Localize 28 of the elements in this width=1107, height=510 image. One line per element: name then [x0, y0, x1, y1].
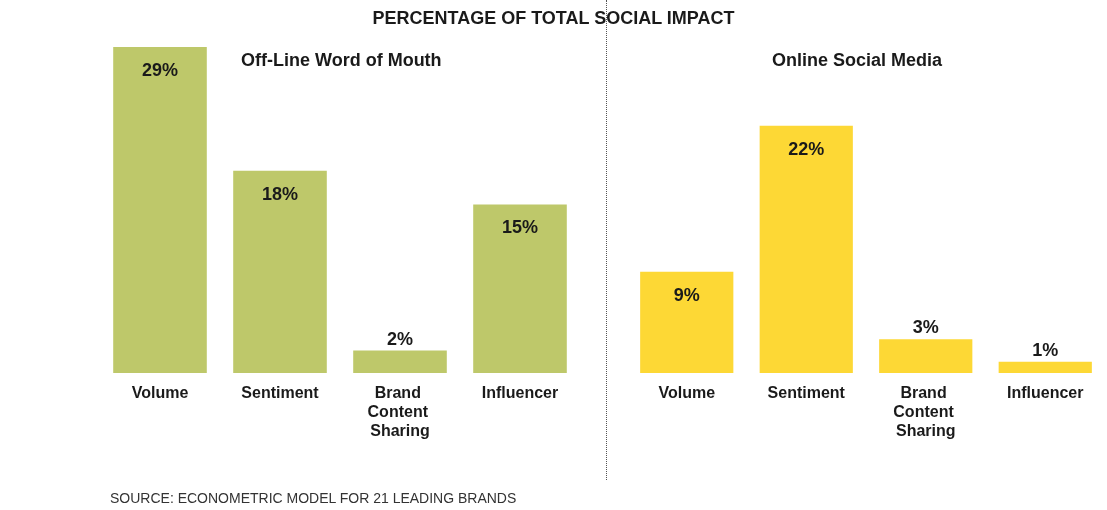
bar	[473, 204, 567, 373]
x-tick-label: Influencer	[1007, 384, 1084, 401]
data-label: 15%	[501, 217, 539, 238]
x-tick-label: Brand Content Sharing	[893, 384, 959, 439]
chart-title: PERCENTAGE OF TOTAL SOCIAL IMPACT	[371, 8, 736, 29]
source-note: SOURCE: ECONOMETRIC MODEL FOR 21 LEADING BRANDS	[110, 490, 517, 506]
data-label: 22%	[788, 138, 825, 159]
bar	[640, 271, 734, 373]
bar	[879, 339, 973, 373]
data-label: 9%	[673, 284, 700, 305]
x-tick-label: Volume	[658, 384, 716, 401]
chart-subtitle: Online Social Media	[771, 50, 944, 70]
data-label: 3%	[912, 317, 939, 338]
bar	[233, 170, 327, 373]
chart-subtitle: Off-Line Word of Mouth	[241, 50, 442, 70]
data-label: 29%	[141, 60, 179, 80]
bar	[998, 361, 1092, 373]
data-label: 1%	[1032, 339, 1059, 360]
data-label: 2%	[386, 328, 414, 349]
x-tick-label: Brand Content Sharing	[367, 384, 433, 439]
x-tick-label: Sentiment	[767, 384, 846, 401]
bar	[759, 125, 853, 373]
bar	[113, 47, 207, 373]
data-label: 18%	[261, 183, 299, 204]
x-tick-label: Sentiment	[241, 384, 320, 401]
x-tick-label: Influencer	[481, 384, 559, 401]
bar	[353, 350, 447, 373]
x-tick-label: Volume	[131, 384, 189, 401]
